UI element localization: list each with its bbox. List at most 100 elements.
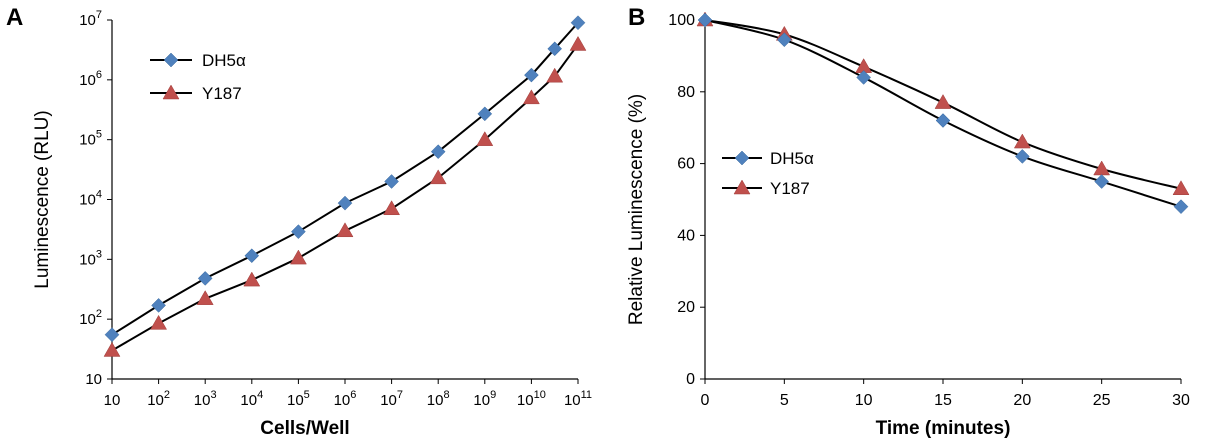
y-tick-label: 105 bbox=[79, 129, 102, 149]
y-axis-title: Luminescence (RLU) bbox=[32, 110, 53, 288]
y-tick-label: 106 bbox=[79, 69, 102, 89]
y-tick-label: 10 bbox=[85, 371, 102, 388]
x-tick-label: 108 bbox=[427, 389, 450, 409]
x-tick-label: 1010 bbox=[517, 389, 546, 409]
legend-label: DH5α bbox=[202, 51, 246, 70]
data-point-y187 bbox=[336, 222, 354, 238]
x-tick-label-base: 10 bbox=[194, 392, 211, 409]
data-point-y187 bbox=[196, 290, 214, 305]
legend-marker bbox=[162, 84, 180, 100]
x-tick-label: 15 bbox=[934, 392, 952, 409]
legend-label: DH5α bbox=[770, 149, 814, 168]
y-tick-label: 20 bbox=[677, 299, 695, 316]
data-point-y187 bbox=[569, 35, 587, 51]
y-tick-label: 0 bbox=[686, 371, 695, 388]
y-tick-label-base: 10 bbox=[79, 311, 96, 328]
x-tick-label-base: 10 bbox=[334, 392, 351, 409]
x-tick-label: 20 bbox=[1013, 392, 1031, 409]
data-point-y187 bbox=[150, 314, 168, 330]
data-point-y187 bbox=[522, 89, 540, 105]
series-line-y187 bbox=[111, 43, 579, 352]
x-tick-label: 106 bbox=[334, 389, 357, 409]
x-tick-label-base: 10 bbox=[427, 392, 444, 409]
data-point-y187 bbox=[243, 271, 261, 287]
data-point-dh5a bbox=[197, 271, 213, 286]
y-tick-label-base: 10 bbox=[79, 72, 96, 89]
panel-a-letter: A bbox=[6, 4, 24, 31]
data-point-y187 bbox=[429, 169, 447, 185]
data-point-dh5a bbox=[151, 298, 166, 313]
y-tick-label: 107 bbox=[79, 9, 102, 29]
data-point-dh5a bbox=[104, 327, 120, 343]
y-tick-label-exponent: 6 bbox=[96, 69, 102, 81]
x-tick-label-base: 10 bbox=[564, 392, 581, 409]
y-tick-label-exponent: 2 bbox=[96, 308, 102, 320]
y-tick-label-exponent: 5 bbox=[96, 129, 102, 141]
y-tick-label-base: 10 bbox=[79, 192, 96, 209]
x-tick-label-exponent: 7 bbox=[397, 389, 403, 401]
legend-marker bbox=[163, 52, 179, 68]
y-tick-label: 80 bbox=[677, 84, 695, 101]
y-tick-label: 60 bbox=[677, 156, 695, 173]
x-tick-label: 107 bbox=[380, 389, 403, 409]
data-point-y187 bbox=[934, 94, 952, 109]
data-point-dh5a bbox=[856, 70, 872, 85]
x-tick-label: 10 bbox=[855, 392, 873, 409]
y-tick-label-base: 10 bbox=[85, 371, 102, 388]
x-tick-label: 1011 bbox=[564, 389, 592, 409]
x-tick-label-exponent: 4 bbox=[257, 389, 263, 401]
data-point-dh5a bbox=[935, 113, 951, 128]
x-tick-label: 109 bbox=[473, 389, 496, 409]
panel-b-letter: B bbox=[628, 4, 646, 31]
data-point-dh5a bbox=[244, 248, 260, 264]
data-point-y187 bbox=[546, 67, 564, 83]
legend-marker bbox=[734, 150, 750, 166]
data-point-y187 bbox=[383, 200, 401, 216]
data-point-dh5a bbox=[697, 12, 713, 28]
x-tick-label-base: 10 bbox=[147, 392, 164, 409]
x-tick-label-exponent: 3 bbox=[210, 389, 216, 401]
data-point-dh5a bbox=[524, 67, 539, 83]
data-point-dh5a bbox=[291, 224, 306, 240]
data-point-dh5a bbox=[337, 195, 353, 211]
legend-label: Y187 bbox=[202, 84, 242, 103]
y-tick-label-base: 10 bbox=[79, 12, 96, 29]
data-point-dh5a bbox=[1014, 149, 1030, 164]
data-point-dh5a bbox=[1173, 199, 1189, 215]
x-tick-label-exponent: 10 bbox=[534, 389, 546, 401]
x-tick-label-exponent: 11 bbox=[581, 389, 592, 401]
y-tick-label-exponent: 7 bbox=[96, 9, 102, 21]
legend-label: Y187 bbox=[770, 179, 810, 198]
x-tick-label-base: 10 bbox=[517, 392, 534, 409]
data-point-y187 bbox=[1013, 133, 1031, 149]
series-line-dh5a bbox=[111, 22, 579, 336]
x-tick-label-base: 10 bbox=[473, 392, 490, 409]
x-tick-label-exponent: 9 bbox=[490, 389, 496, 401]
x-tick-label: 105 bbox=[287, 389, 310, 409]
x-tick-label: 30 bbox=[1172, 392, 1190, 409]
y-tick-label: 104 bbox=[79, 189, 102, 209]
y-tick-label-base: 10 bbox=[79, 251, 96, 268]
data-point-y187 bbox=[103, 341, 121, 357]
x-tick-label-base: 10 bbox=[380, 392, 397, 409]
data-point-y187 bbox=[476, 131, 494, 146]
data-point-dh5a bbox=[776, 32, 792, 48]
legend-marker bbox=[733, 179, 751, 195]
x-tick-label-base: 10 bbox=[240, 392, 257, 409]
y-tick-label-exponent: 4 bbox=[96, 189, 102, 201]
x-tick-label-base: 10 bbox=[287, 392, 304, 409]
x-axis-title: Time (minutes) bbox=[876, 418, 1011, 439]
data-point-dh5a bbox=[1094, 174, 1110, 189]
x-axis-title: Cells/Well bbox=[260, 418, 349, 439]
x-tick-label: 103 bbox=[194, 389, 217, 409]
x-tick-label: 5 bbox=[780, 392, 789, 409]
data-point-dh5a bbox=[547, 41, 563, 57]
y-tick-label: 40 bbox=[677, 227, 695, 244]
y-axis-title: Relative Luminescence (%) bbox=[626, 94, 647, 325]
data-point-dh5a bbox=[384, 174, 399, 189]
data-point-dh5a bbox=[430, 144, 446, 160]
x-tick-label: 0 bbox=[701, 392, 710, 409]
x-tick-label-exponent: 5 bbox=[304, 389, 310, 401]
